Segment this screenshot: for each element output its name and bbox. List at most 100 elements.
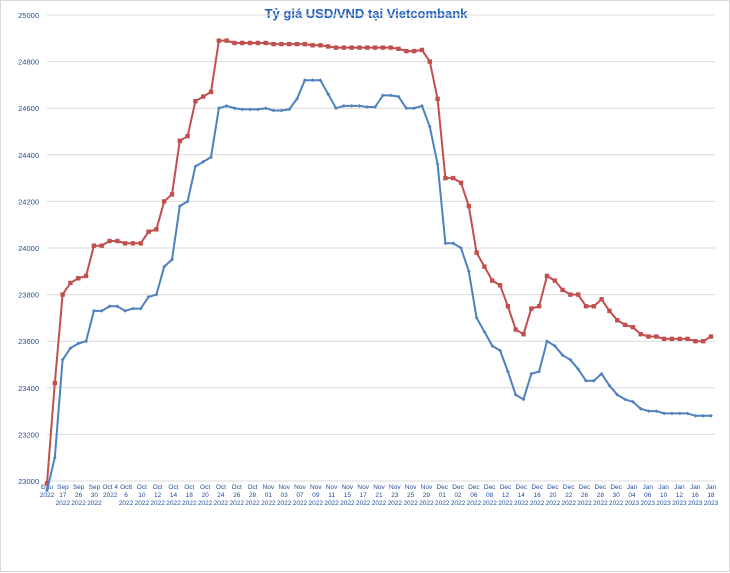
data-point	[677, 411, 682, 416]
data-point	[302, 41, 307, 47]
data-point	[107, 238, 112, 244]
data-point	[646, 334, 651, 339]
data-point	[84, 339, 88, 344]
y-tick-label: 24800	[18, 58, 39, 67]
data-point	[115, 304, 120, 309]
data-point	[318, 78, 323, 83]
x-tick-label: Dec 28 2022	[593, 484, 608, 507]
data-point	[435, 96, 440, 102]
data-point	[216, 38, 222, 43]
data-point	[333, 45, 339, 50]
data-point	[279, 108, 284, 113]
data-point	[294, 41, 300, 47]
x-tick-label: Nov 29 2022	[419, 484, 434, 507]
data-point	[630, 325, 636, 330]
data-point	[302, 78, 307, 83]
y-tick-label: 23400	[18, 384, 39, 393]
data-point	[240, 107, 245, 112]
data-point	[435, 162, 440, 166]
data-point	[552, 278, 557, 283]
x-tick-label: Nov 15 2022	[340, 484, 355, 507]
data-point	[545, 339, 549, 344]
series-line	[46, 79, 711, 491]
data-point	[560, 353, 565, 358]
data-point	[76, 341, 81, 346]
data-point	[68, 280, 73, 286]
data-point	[154, 227, 159, 232]
x-tick-label: Sep 30 2022	[87, 484, 102, 507]
data-point	[286, 41, 292, 47]
data-point	[420, 104, 424, 108]
x-tick-label: Nov 21 2022	[372, 484, 387, 507]
x-tick-label: Oct 10 2022	[135, 484, 150, 507]
series-1	[44, 38, 714, 486]
data-point	[365, 45, 370, 50]
data-point	[411, 48, 417, 54]
x-tick-label: Sep 17 2022	[56, 484, 71, 507]
data-point	[560, 287, 565, 293]
data-point	[701, 413, 706, 418]
y-tick-label: 24200	[18, 197, 39, 206]
gridlines	[47, 14, 715, 482]
data-point	[146, 229, 151, 234]
data-point	[576, 367, 581, 372]
y-tick-label: 24600	[18, 104, 39, 113]
y-tick-label: 23800	[18, 291, 39, 300]
data-point	[217, 106, 221, 111]
x-tick-label: Jan 10 2023	[656, 484, 671, 507]
chart-title: Tỷ giá USD/VND tại Vietcombank	[265, 6, 469, 21]
data-point	[138, 306, 143, 311]
data-point	[232, 40, 237, 46]
data-point	[177, 204, 182, 208]
data-point	[568, 292, 573, 297]
data-point	[341, 45, 347, 50]
data-point	[396, 94, 401, 99]
data-point	[497, 283, 503, 288]
data-point	[498, 348, 502, 353]
data-point	[138, 241, 143, 246]
data-point	[599, 371, 604, 376]
data-point	[474, 250, 479, 255]
data-point	[404, 106, 409, 111]
data-point	[591, 304, 597, 309]
data-point	[466, 269, 471, 274]
x-tick-label: Dec 06 2022	[467, 484, 482, 507]
data-point	[341, 104, 346, 108]
data-point	[459, 246, 463, 250]
data-point	[310, 43, 315, 48]
data-point	[44, 481, 50, 486]
data-point	[247, 40, 253, 46]
data-point	[521, 332, 526, 337]
data-point	[185, 133, 190, 139]
x-tick-label: Sep 26 2022	[71, 484, 86, 507]
data-point	[256, 107, 260, 112]
x-tick-label: Nov 03 2022	[277, 484, 292, 507]
x-tick-label: Jan 12 2023	[672, 484, 687, 507]
data-point	[490, 344, 495, 348]
data-point	[708, 334, 714, 339]
data-point	[599, 297, 604, 302]
y-tick-label: 23000	[18, 477, 39, 486]
x-tick-label: Jan 18 2023	[704, 484, 719, 507]
y-tick-label: 24400	[18, 151, 39, 160]
data-point	[357, 104, 362, 108]
data-point	[646, 409, 651, 413]
data-point	[107, 304, 112, 309]
data-point	[146, 295, 151, 299]
x-tick-label: Nov 09 2022	[309, 484, 324, 507]
y-tick-label: 23600	[18, 337, 39, 346]
x-tick-label: Dec 01 2022	[435, 484, 450, 507]
data-point	[255, 40, 261, 46]
data-point	[295, 97, 299, 101]
data-point	[279, 41, 284, 47]
data-point	[677, 336, 682, 342]
data-point	[334, 106, 338, 111]
data-point	[177, 138, 182, 144]
data-point	[521, 397, 526, 402]
data-point	[396, 46, 401, 51]
data-point	[591, 378, 596, 383]
data-point	[709, 413, 713, 418]
data-point	[669, 336, 675, 342]
x-tick-label: Oct 28 2022	[245, 484, 260, 507]
